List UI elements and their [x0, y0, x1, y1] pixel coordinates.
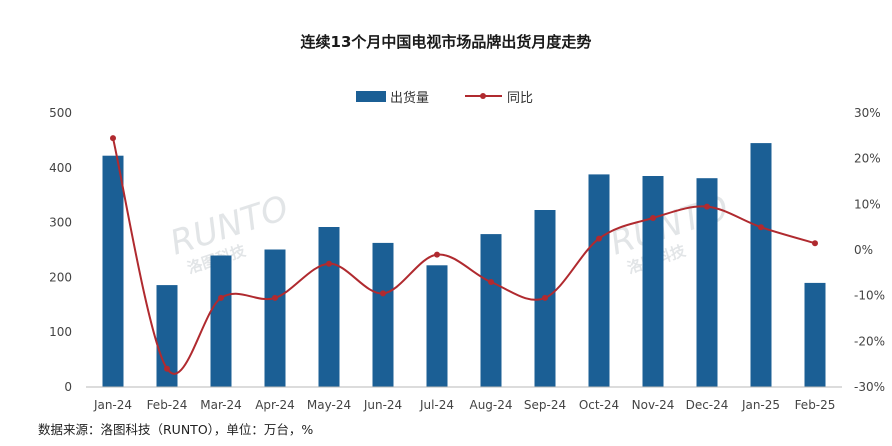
legend-line-label: 同比 [507, 91, 533, 106]
yoy-point-Jan-25 [758, 224, 764, 231]
x-tick-label: Mar-24 [200, 398, 241, 412]
bar-Aug-24 [480, 234, 502, 387]
x-tick-label: Aug-24 [469, 398, 512, 412]
bar-Feb-25 [804, 282, 826, 387]
yoy-point-Apr-24 [272, 294, 278, 301]
yoy-point-Nov-24 [650, 215, 656, 221]
right-axis: -30% -20% -10% 0% 10% 20% 30% [854, 106, 885, 394]
y-left-tick-label: 400 [49, 161, 72, 175]
bar-Feb-24 [156, 285, 178, 387]
bar-Dec-24 [696, 178, 718, 387]
y-right-tick-label: -30% [854, 380, 885, 394]
x-tick-label: Jun-24 [363, 398, 402, 412]
yoy-point-Sep-24 [542, 294, 548, 301]
x-tick-label: Nov-24 [632, 398, 675, 412]
x-tick-label: Dec-24 [686, 398, 729, 412]
yoy-point-May-24 [326, 260, 332, 267]
bar-Jan-25 [750, 143, 772, 387]
x-tick-label: Apr-24 [255, 398, 295, 412]
x-tick-label: Oct-24 [579, 398, 619, 412]
yoy-point-Jun-24 [380, 290, 386, 297]
legend: 出货量 同比 [356, 90, 533, 106]
chart-title: 连续13个月中国电视市场品牌出货月度走势 [301, 33, 592, 51]
bar-Jan-24 [102, 155, 124, 387]
bar-series [102, 143, 826, 387]
x-axis: Jan-24 Feb-24 Mar-24 Apr-24 May-24 Jun-24 Jul-… [86, 386, 842, 412]
legend-bar-swatch [356, 91, 386, 102]
x-tick-label: Jan-24 [93, 398, 132, 412]
yoy-point-Dec-24 [704, 203, 710, 210]
legend-bar-label: 出货量 [390, 90, 429, 106]
y-right-tick-label: 0% [854, 243, 873, 257]
y-left-tick-label: 500 [49, 106, 72, 120]
y-left-tick-label: 300 [49, 216, 72, 230]
bar-Oct-24 [588, 174, 610, 387]
x-tick-label: Feb-25 [795, 398, 836, 412]
line-series [110, 135, 818, 375]
x-tick-label: Feb-24 [147, 398, 188, 412]
legend-line-marker [480, 93, 486, 99]
y-right-tick-label: 10% [854, 197, 881, 211]
y-left-tick-label: 0 [64, 380, 72, 394]
bar-May-24 [318, 227, 340, 387]
yoy-point-Oct-24 [596, 235, 602, 242]
yoy-point-Jan-24 [110, 135, 116, 142]
x-tick-label: Jan-25 [741, 398, 780, 412]
yoy-point-Aug-24 [488, 279, 494, 285]
y-right-tick-label: -20% [854, 334, 885, 348]
yoy-point-Feb-24 [164, 365, 170, 372]
x-tick-label: May-24 [307, 398, 351, 412]
x-tick-label: Jul-24 [419, 398, 454, 412]
y-left-tick-label: 100 [49, 325, 72, 339]
y-right-tick-label: 30% [854, 106, 881, 120]
bar-Apr-24 [264, 249, 286, 387]
y-left-tick-label: 200 [49, 270, 72, 284]
bar-Mar-24 [210, 255, 232, 387]
yoy-point-Jul-24 [434, 251, 440, 258]
left-axis: 0 100 200 300 400 500 [49, 106, 72, 394]
bar-Nov-24 [642, 176, 664, 387]
yoy-line [112, 137, 816, 375]
x-tick-label: Sep-24 [524, 398, 566, 412]
y-right-tick-label: 20% [854, 152, 881, 166]
bar-Jun-24 [372, 242, 394, 387]
bar-Jul-24 [426, 265, 448, 387]
source-note: 数据来源：洛图科技（RUNTO），单位：万台，% [38, 422, 313, 437]
y-right-tick-label: -10% [854, 289, 885, 303]
yoy-point-Mar-24 [218, 294, 224, 301]
yoy-point-Feb-25 [812, 240, 818, 247]
